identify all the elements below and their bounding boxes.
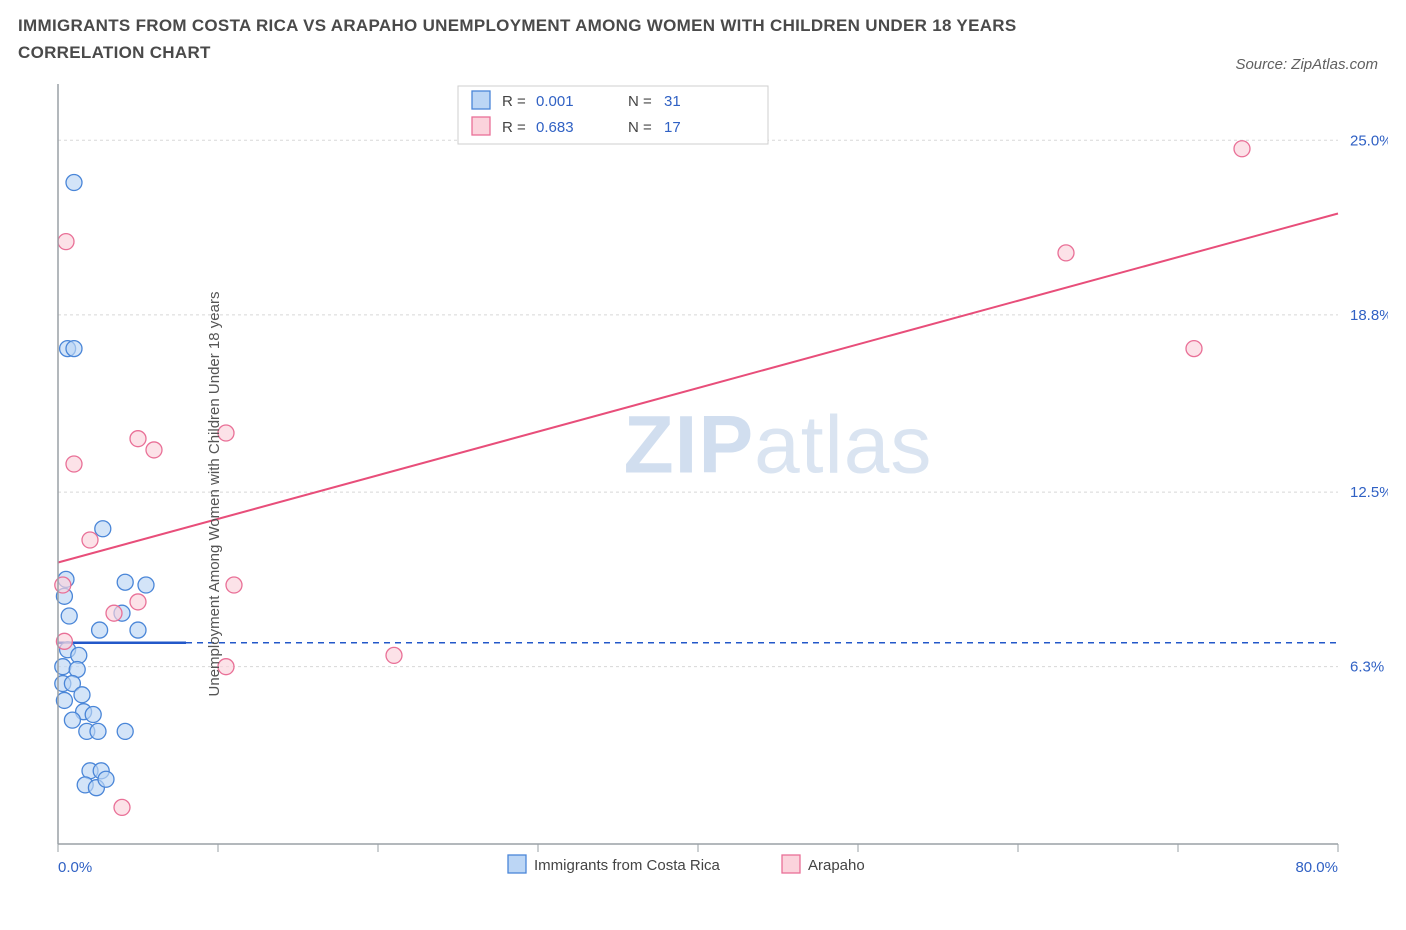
point-arapaho [146, 442, 162, 458]
y-tick-label: 6.3% [1350, 659, 1384, 676]
point-arapaho [56, 634, 72, 650]
legend-r-label: R = [502, 119, 526, 136]
point-arapaho [1186, 341, 1202, 357]
y-axis-label: Unemployment Among Women with Children U… [206, 292, 223, 697]
legend-n-label: N = [628, 93, 652, 110]
point-arapaho [1058, 245, 1074, 261]
trend-line-pink [58, 214, 1338, 563]
point-costa-rica [130, 622, 146, 638]
point-arapaho [226, 577, 242, 593]
point-arapaho [58, 234, 74, 250]
x-tick-label: 80.0% [1295, 859, 1338, 876]
point-arapaho [82, 532, 98, 548]
point-costa-rica [85, 707, 101, 723]
x-tick-label: 0.0% [58, 859, 92, 876]
bottom-legend-swatch [508, 855, 526, 873]
legend-n-value: 17 [664, 119, 681, 136]
bottom-legend-swatch [782, 855, 800, 873]
point-arapaho [55, 577, 71, 593]
watermark: ZIPatlas [624, 400, 933, 491]
point-costa-rica [74, 687, 90, 703]
point-costa-rica [117, 724, 133, 740]
bottom-legend-label: Immigrants from Costa Rica [534, 857, 721, 874]
chart-title: IMMIGRANTS FROM COSTA RICA VS ARAPAHO UN… [18, 12, 1138, 66]
point-costa-rica [56, 693, 72, 709]
point-costa-rica [66, 175, 82, 191]
point-costa-rica [138, 577, 154, 593]
point-arapaho [130, 594, 146, 610]
legend-r-value: 0.001 [536, 93, 574, 110]
legend-swatch [472, 117, 490, 135]
point-costa-rica [66, 341, 82, 357]
chart-container: Unemployment Among Women with Children U… [18, 74, 1388, 914]
point-costa-rica [55, 659, 71, 675]
point-arapaho [114, 800, 130, 816]
legend-n-label: N = [628, 119, 652, 136]
y-tick-label: 18.8% [1350, 307, 1388, 324]
point-arapaho [106, 606, 122, 622]
legend-r-value: 0.683 [536, 119, 574, 136]
legend-n-value: 31 [664, 93, 681, 110]
point-arapaho [130, 431, 146, 447]
source-attribution: Source: ZipAtlas.com [1235, 56, 1378, 73]
point-costa-rica [95, 521, 111, 537]
point-costa-rica [117, 575, 133, 591]
point-arapaho [1234, 141, 1250, 157]
point-costa-rica [61, 608, 77, 624]
point-costa-rica [64, 713, 80, 729]
y-tick-label: 12.5% [1350, 485, 1388, 502]
point-costa-rica [98, 772, 114, 788]
point-arapaho [386, 648, 402, 664]
scatter-plot: 6.3% 12.5% 18.8% 25.0% ZIPatlas 0.0% 80.0% R = 0… [18, 74, 1388, 914]
legend-swatch [472, 91, 490, 109]
point-costa-rica [90, 724, 106, 740]
bottom-legend-label: Arapaho [808, 857, 865, 874]
y-tick-label: 25.0% [1350, 133, 1388, 150]
legend-r-label: R = [502, 93, 526, 110]
point-costa-rica [92, 622, 108, 638]
point-arapaho [66, 456, 82, 472]
